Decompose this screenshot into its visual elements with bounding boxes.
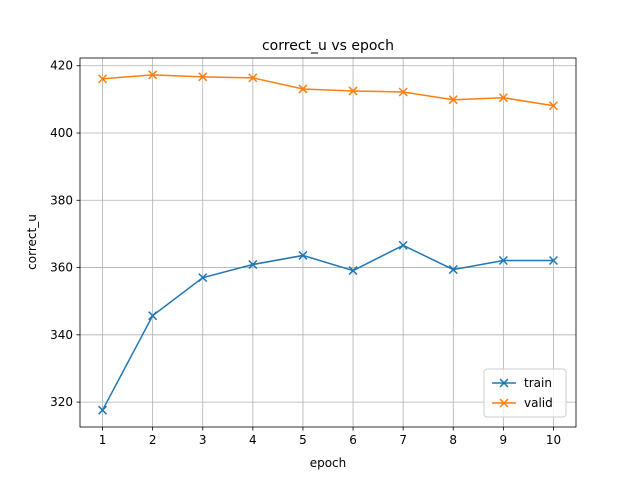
marker xyxy=(348,86,358,96)
plot-frame xyxy=(79,57,577,428)
y-tick-label: 400 xyxy=(50,126,73,140)
x-tick-label: 10 xyxy=(546,433,561,447)
y-axis-label: correct_u xyxy=(25,214,39,270)
marker xyxy=(198,273,208,283)
marker xyxy=(98,405,108,415)
x-tick-label: 7 xyxy=(399,433,407,447)
x-tick-label: 3 xyxy=(199,433,207,447)
marker xyxy=(298,250,308,260)
y-tick-label: 360 xyxy=(50,261,73,275)
marker xyxy=(248,260,258,270)
marker xyxy=(499,378,509,388)
marker xyxy=(448,95,458,105)
legend-box xyxy=(483,368,567,418)
marker xyxy=(498,255,508,266)
marker xyxy=(348,266,358,276)
y-tick-label: 320 xyxy=(50,395,73,409)
marker xyxy=(548,101,558,111)
x-tick-label: 6 xyxy=(349,433,357,447)
marker xyxy=(398,87,408,97)
marker xyxy=(448,265,458,275)
x-tick-label: 2 xyxy=(149,433,157,447)
marker xyxy=(148,311,158,321)
marker xyxy=(498,93,508,103)
marker xyxy=(198,72,208,82)
marker xyxy=(548,255,558,266)
marker xyxy=(398,240,408,250)
legend-label: train xyxy=(524,376,552,390)
x-tick-label: 9 xyxy=(500,433,508,447)
x-tick-label: 1 xyxy=(99,433,107,447)
x-axis-label: epoch xyxy=(310,456,347,470)
marker xyxy=(298,84,308,94)
chart-title: correct_u vs epoch xyxy=(262,38,394,54)
series-line xyxy=(102,74,554,107)
marker xyxy=(98,74,108,84)
marker xyxy=(248,73,258,83)
x-tick-label: 4 xyxy=(249,433,257,447)
x-tick-label: 5 xyxy=(299,433,307,447)
marker xyxy=(148,70,158,80)
y-tick-label: 380 xyxy=(50,193,73,207)
series-line xyxy=(101,244,554,411)
y-tick-label: 420 xyxy=(50,59,73,73)
legend-label: valid xyxy=(524,396,553,410)
x-tick-label: 8 xyxy=(449,433,457,447)
y-tick-label: 340 xyxy=(50,328,73,342)
marker xyxy=(499,398,509,408)
